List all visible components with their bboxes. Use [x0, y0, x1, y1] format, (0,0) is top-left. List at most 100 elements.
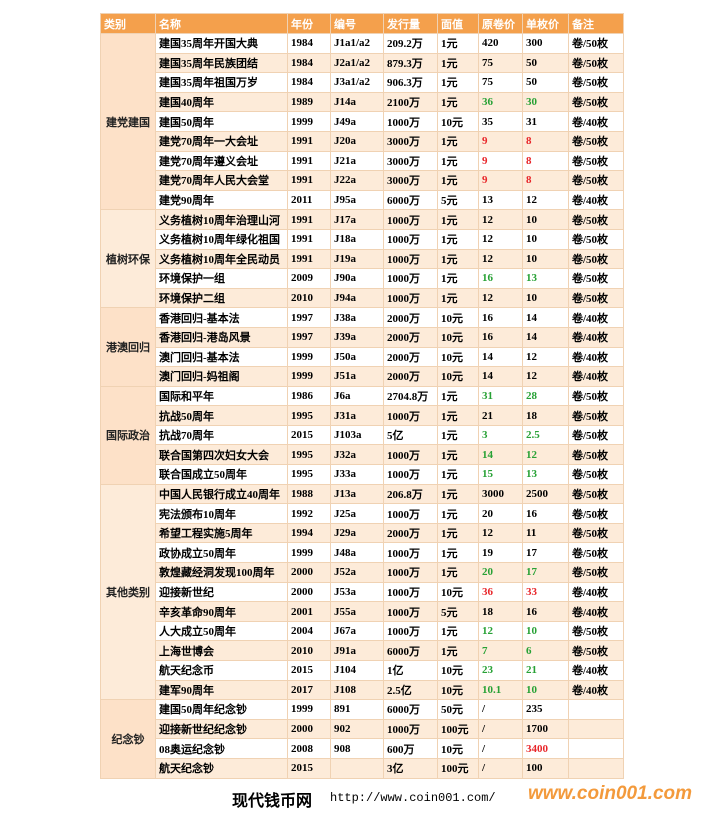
face-cell: 1元 — [437, 209, 479, 230]
code-cell: J67a — [330, 620, 384, 642]
issue-cell: 1000万 — [383, 209, 438, 230]
name-cell: 建军90周年 — [155, 679, 288, 701]
name-cell: 建党70周年一大会址 — [155, 130, 288, 152]
face-cell: 1元 — [437, 385, 479, 407]
name-cell: 建国40周年 — [155, 91, 288, 113]
issue-cell: 2000万 — [383, 366, 438, 387]
roll-cell: 75 — [478, 52, 523, 74]
note-cell: 卷/50枚 — [568, 72, 624, 93]
table-row: 抗战70周年 2015 J103a 5亿 1元 3 2.5 卷/50枚 — [101, 424, 624, 446]
code-cell: J20a — [330, 130, 384, 152]
roll-cell: 14 — [478, 444, 523, 466]
code-cell: J18a — [330, 228, 384, 250]
table-row: 环境保护二组 2010 J94a 1000万 1元 12 10 卷/50枚 — [101, 287, 624, 309]
note-cell: 卷/40枚 — [568, 660, 624, 681]
face-cell: 1元 — [437, 640, 479, 661]
face-cell: 100元 — [437, 718, 479, 740]
issue-cell: 1000万 — [383, 581, 438, 603]
issue-cell: 1000万 — [383, 405, 438, 426]
unit-cell: 8 — [522, 130, 569, 152]
face-cell: 1元 — [437, 503, 479, 524]
name-cell: 国际和平年 — [155, 385, 288, 407]
unit-cell: 1700 — [522, 718, 569, 740]
roll-cell: / — [478, 757, 523, 779]
code-cell: J52a — [330, 562, 384, 583]
unit-cell: 10 — [522, 209, 569, 230]
face-cell: 10元 — [437, 679, 479, 701]
category-cell: 国际政治 — [100, 385, 156, 485]
roll-cell: 19 — [478, 542, 523, 564]
table-row: 政协成立50周年 1999 J48a 1000万 1元 19 17 卷/50枚 — [101, 542, 624, 564]
unit-cell: 17 — [522, 542, 569, 564]
year-cell: 1999 — [287, 346, 331, 368]
year-cell: 1995 — [287, 464, 331, 485]
face-cell: 1元 — [437, 248, 479, 270]
table-row: 抗战50周年 1995 J31a 1000万 1元 21 18 卷/50枚 — [101, 405, 624, 426]
issue-cell: 5亿 — [383, 424, 438, 446]
unit-cell: 33 — [522, 581, 569, 603]
column-header: 面值 — [437, 13, 479, 34]
year-cell: 1997 — [287, 307, 331, 328]
table-row: 希望工程实施5周年 1994 J29a 2000万 1元 12 11 卷/50枚 — [101, 522, 624, 544]
year-cell: 1999 — [287, 699, 331, 720]
name-cell: 迎接新世纪 — [155, 581, 288, 603]
note-cell: 卷/50枚 — [568, 542, 624, 564]
year-cell: 1995 — [287, 405, 331, 426]
note-cell: 卷/40枚 — [568, 601, 624, 622]
table-row: 航天纪念币 2015 J104 1亿 10元 23 21 卷/40枚 — [101, 660, 624, 681]
roll-cell: 12 — [478, 228, 523, 250]
table-row: 澳门回归-基本法 1999 J50a 2000万 10元 14 12 卷/40枚 — [101, 346, 624, 368]
column-header: 发行量 — [383, 13, 438, 34]
year-cell: 2008 — [287, 738, 331, 759]
issue-cell: 1000万 — [383, 601, 438, 622]
issue-cell: 2000万 — [383, 326, 438, 348]
roll-cell: 14 — [478, 366, 523, 387]
issue-cell: 1000万 — [383, 268, 438, 289]
table-row: 宪法颁布10周年 1992 J25a 1000万 1元 20 16 卷/50枚 — [101, 503, 624, 524]
unit-cell: 2.5 — [522, 424, 569, 446]
name-cell: 联合国第四次妇女大会 — [155, 444, 288, 466]
code-cell: J29a — [330, 522, 384, 544]
year-cell: 1991 — [287, 228, 331, 250]
code-cell: J17a — [330, 209, 384, 230]
note-cell: 卷/50枚 — [568, 130, 624, 152]
table-row: 建党70周年人民大会堂 1991 J22a 3000万 1元 9 8 卷/50枚 — [101, 170, 624, 191]
issue-cell: 3000万 — [383, 170, 438, 191]
code-cell: J108 — [330, 679, 384, 701]
year-cell: 1991 — [287, 248, 331, 270]
face-cell: 5元 — [437, 601, 479, 622]
name-cell: 08奥运纪念钞 — [155, 738, 288, 759]
unit-cell: 12 — [522, 346, 569, 368]
note-cell: 卷/40枚 — [568, 581, 624, 603]
roll-cell: 35 — [478, 111, 523, 132]
roll-cell: 14 — [478, 346, 523, 368]
note-cell: 卷/50枚 — [568, 522, 624, 544]
code-cell: J91a — [330, 640, 384, 661]
year-cell: 1991 — [287, 150, 331, 172]
table-row: 人大成立50周年 2004 J67a 1000万 1元 12 10 卷/50枚 — [101, 620, 624, 642]
unit-cell: 12 — [522, 366, 569, 387]
issue-cell: 1000万 — [383, 248, 438, 270]
code-cell: J50a — [330, 346, 384, 368]
name-cell: 航天纪念钞 — [155, 757, 288, 779]
name-cell: 抗战70周年 — [155, 424, 288, 446]
roll-cell: 9 — [478, 150, 523, 172]
year-cell: 2000 — [287, 562, 331, 583]
unit-cell: 16 — [522, 503, 569, 524]
unit-cell: 14 — [522, 326, 569, 348]
note-cell: 卷/50枚 — [568, 620, 624, 642]
name-cell: 抗战50周年 — [155, 405, 288, 426]
name-cell: 环境保护一组 — [155, 268, 288, 289]
issue-cell: 6000万 — [383, 640, 438, 661]
category-cell: 纪念钞 — [100, 699, 156, 779]
issue-cell: 1000万 — [383, 444, 438, 466]
face-cell: 1元 — [437, 130, 479, 152]
table-row: 纪念钞 建国50周年纪念钞 1999 891 6000万 50元/235 — [100, 699, 624, 779]
note-cell: 卷/50枚 — [568, 52, 624, 74]
note-cell: 卷/50枚 — [568, 562, 624, 583]
face-cell: 1元 — [437, 542, 479, 564]
table-row: 建党70周年一大会址 1991 J20a 3000万 1元 9 8 卷/50枚 — [101, 130, 624, 152]
roll-cell: 21 — [478, 405, 523, 426]
roll-cell: / — [478, 718, 523, 740]
